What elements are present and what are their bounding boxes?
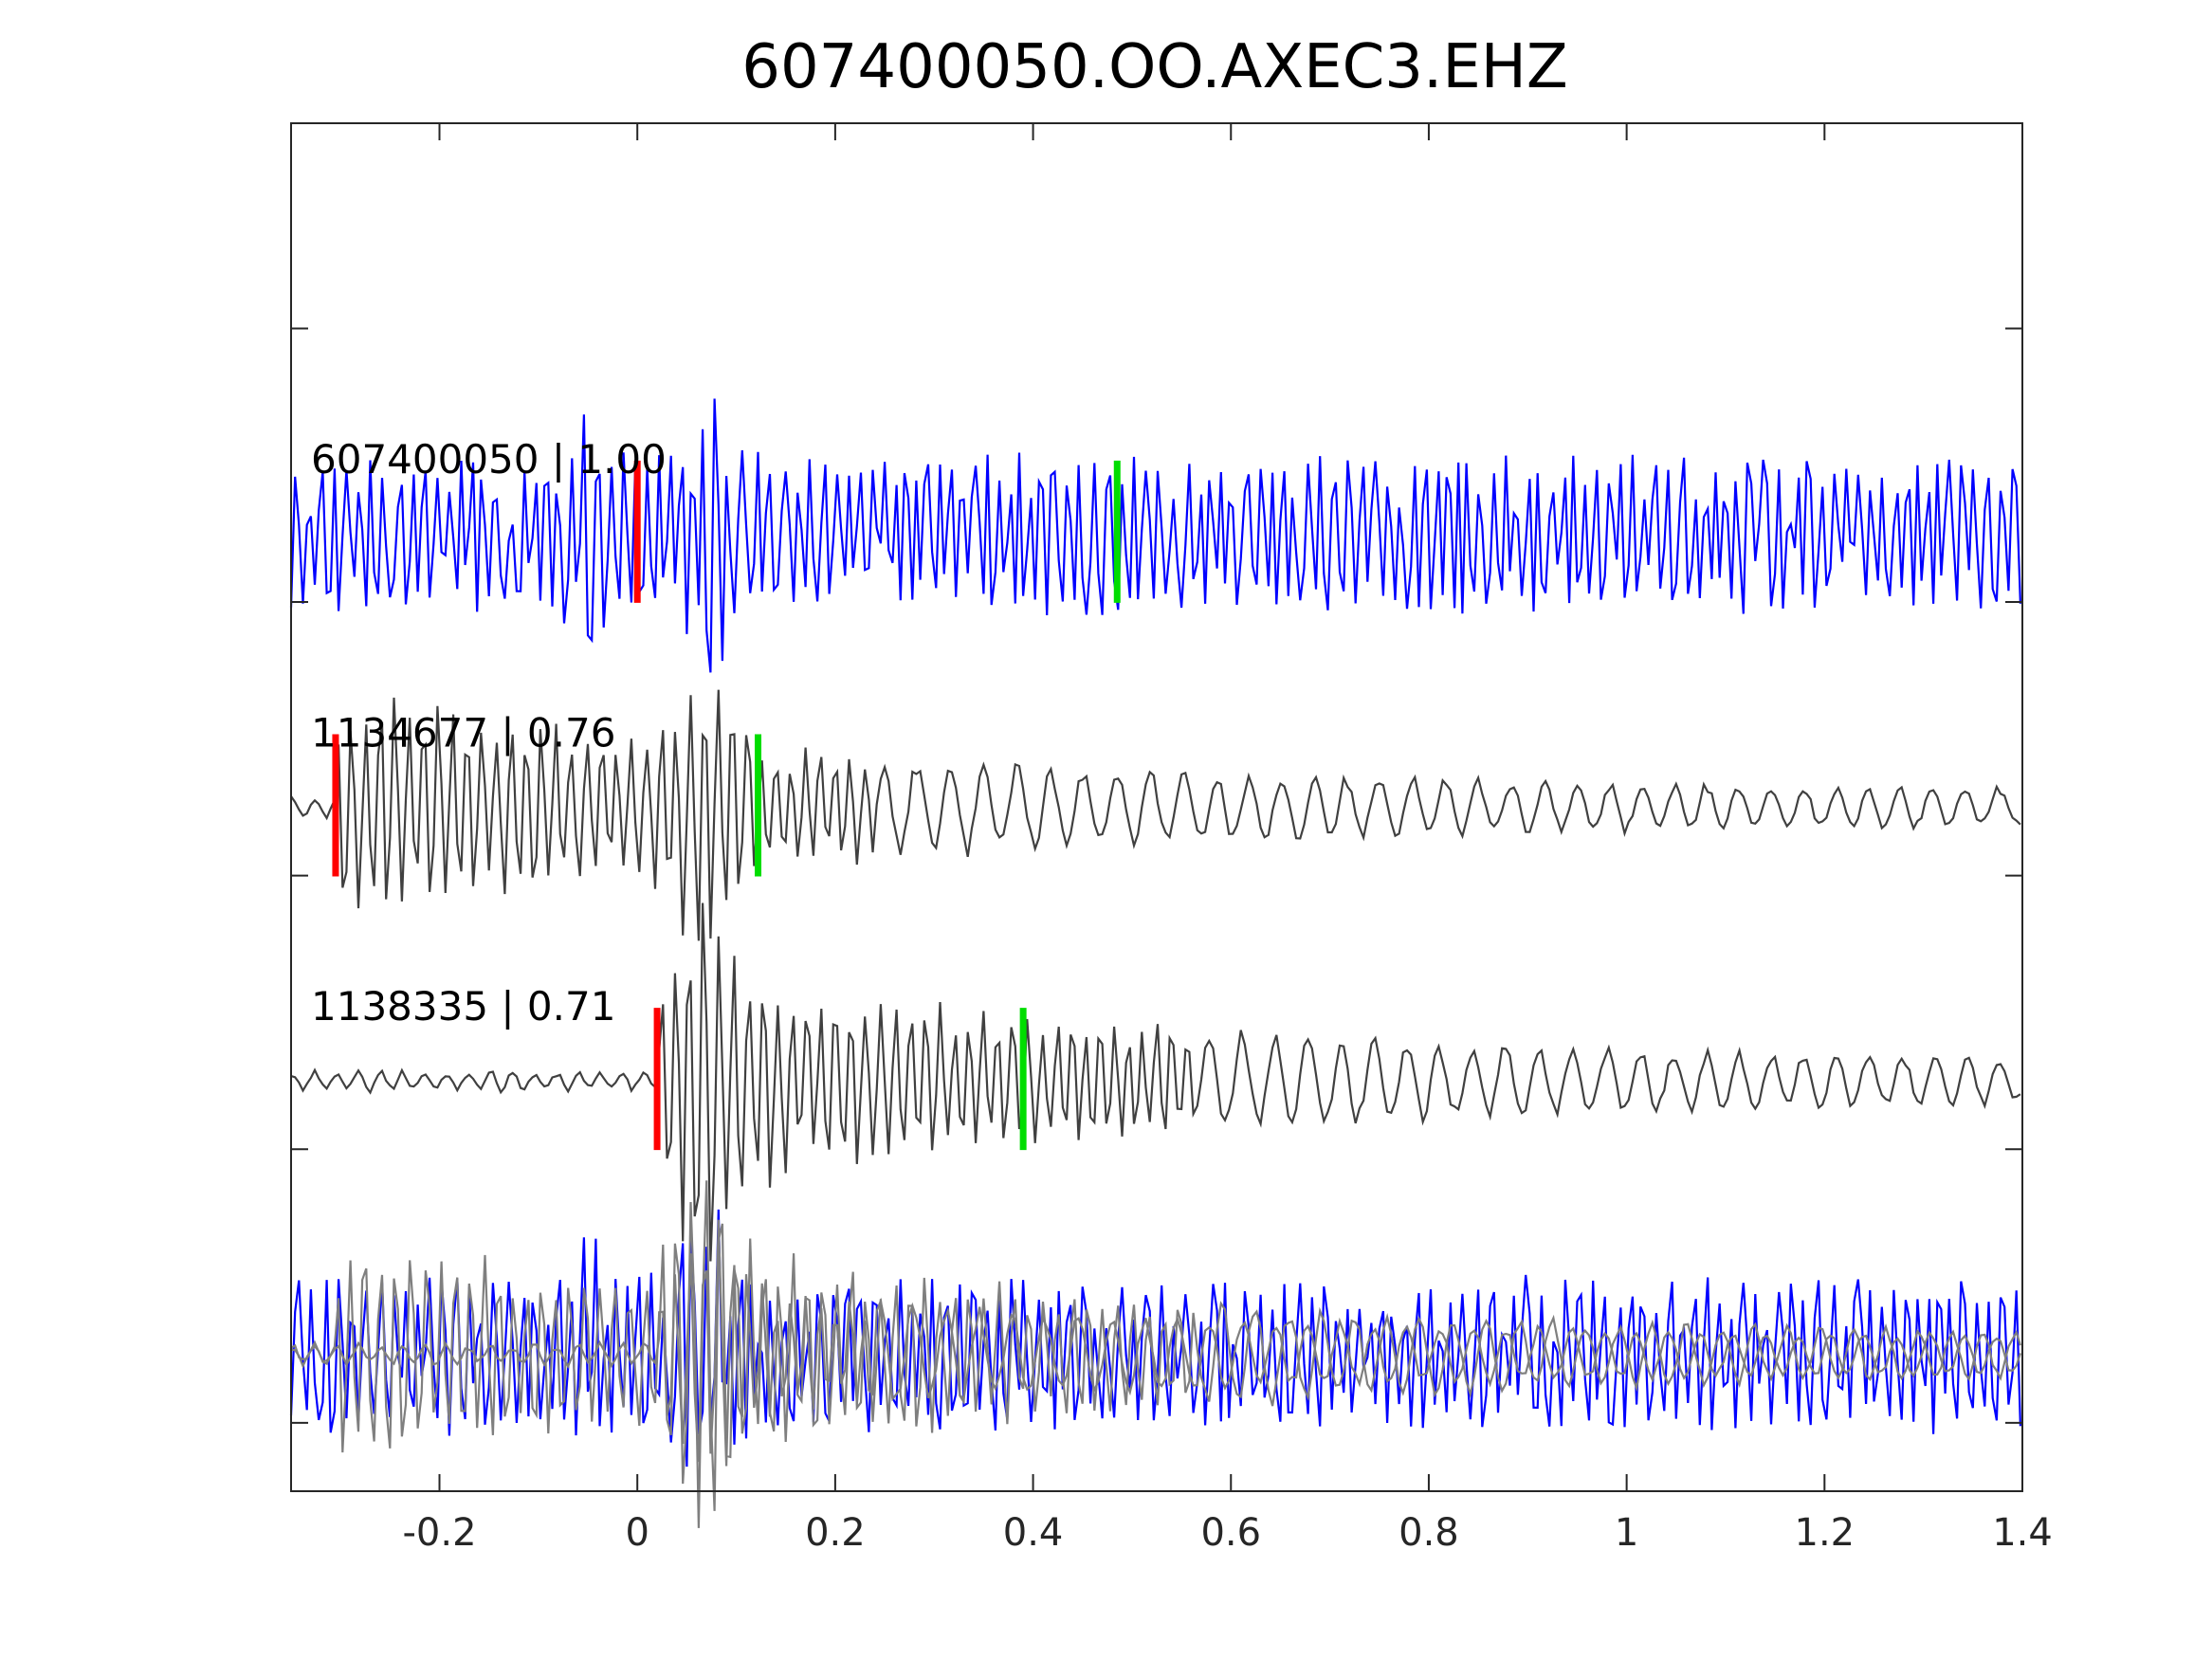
x-tick-label: 0 xyxy=(625,1511,649,1555)
trace-5 xyxy=(290,1219,2021,1467)
trace-label: 1138335 | 0.71 xyxy=(311,983,615,1030)
trace-labels: 607400050 | 1.00 1134677 | 0.76 1138335 | … xyxy=(311,436,667,1030)
axis-ticks: -0.2 0 0.2 0.4 0.6 0.8 1 1.2 1.4 xyxy=(291,123,2053,1555)
plot-area xyxy=(289,398,2021,1528)
x-tick-label: 1 xyxy=(1615,1511,1638,1555)
x-tick-label: 0.2 xyxy=(805,1511,866,1555)
x-tick-label: 1.4 xyxy=(1992,1511,2053,1555)
trace-3 xyxy=(290,902,2021,1262)
trace-label: 1134677 | 0.76 xyxy=(311,710,615,757)
x-tick-label: -0.2 xyxy=(402,1511,476,1555)
trace-1 xyxy=(289,398,2021,673)
axes-frame xyxy=(290,122,2023,1492)
chart-title: 607400050.OO.AXEC3.EHZ xyxy=(741,32,1568,102)
x-tick-label: 0.8 xyxy=(1398,1511,1459,1555)
trace-label: 607400050 | 1.00 xyxy=(311,436,667,483)
x-tick-label: 1.2 xyxy=(1795,1511,1856,1555)
x-tick-label: 0.4 xyxy=(1003,1511,1064,1555)
x-tick-label: 0.6 xyxy=(1200,1511,1261,1555)
trace-2 xyxy=(290,689,2021,941)
trace-6 xyxy=(290,1180,2021,1528)
